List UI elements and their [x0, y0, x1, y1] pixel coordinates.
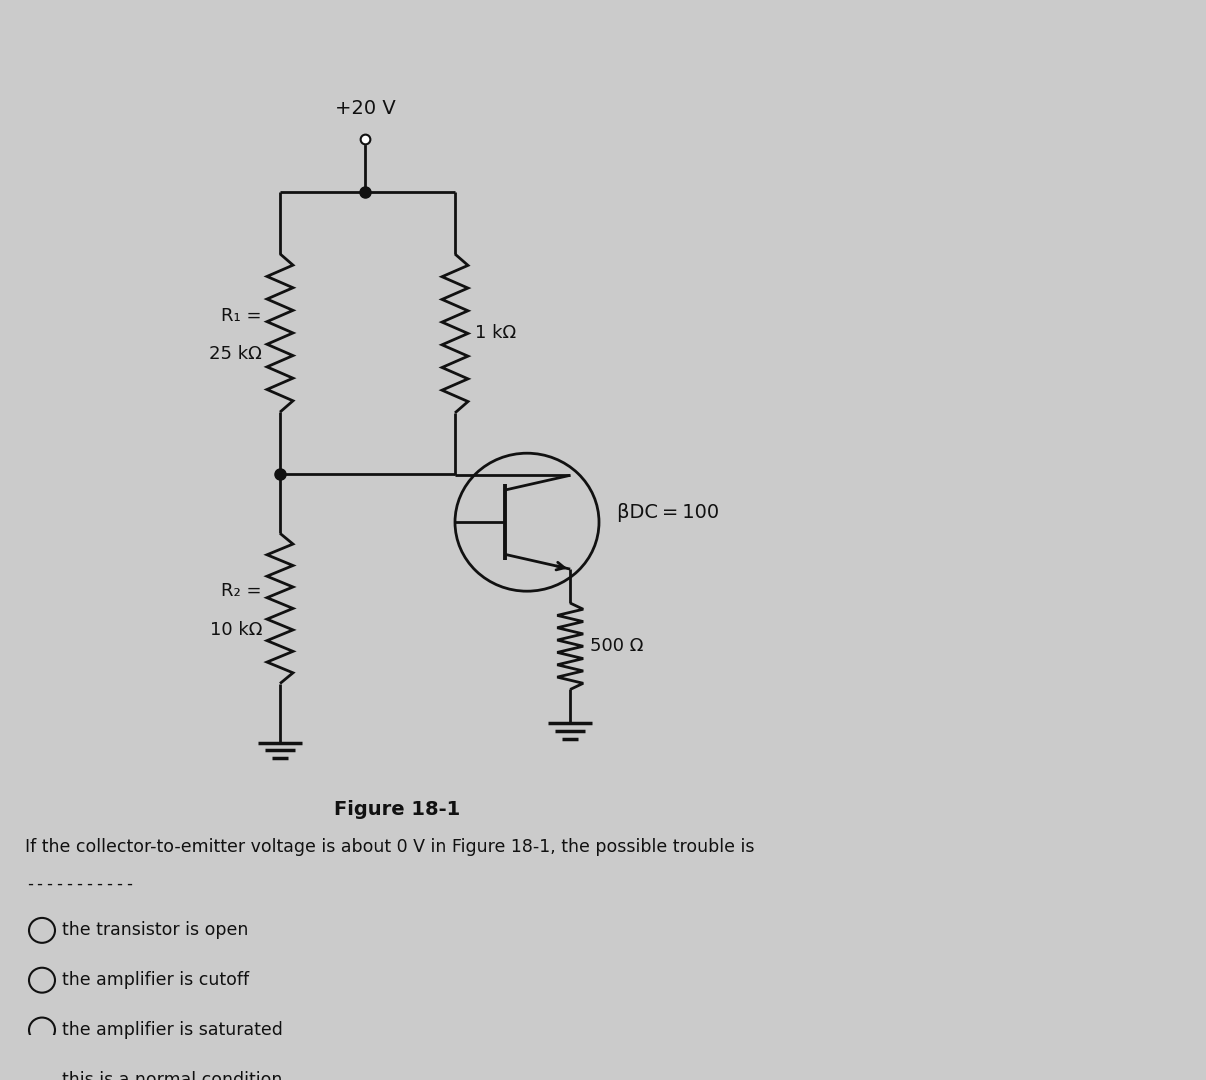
Text: R₁ =: R₁ =: [222, 307, 262, 325]
Text: 25 kΩ: 25 kΩ: [210, 345, 262, 363]
Text: 500 Ω: 500 Ω: [590, 637, 644, 656]
Text: If the collector-to-emitter voltage is about 0 V in Figure 18-1, the possible tr: If the collector-to-emitter voltage is a…: [25, 838, 755, 856]
Text: this is a normal condition: this is a normal condition: [62, 1071, 282, 1080]
Text: +20 V: +20 V: [334, 99, 396, 118]
Text: the amplifier is cutoff: the amplifier is cutoff: [62, 971, 250, 989]
Text: 10 kΩ: 10 kΩ: [210, 621, 262, 638]
Text: R₂ =: R₂ =: [222, 582, 262, 600]
Text: the amplifier is saturated: the amplifier is saturated: [62, 1021, 283, 1039]
Text: the transistor is open: the transistor is open: [62, 921, 248, 940]
Text: -----------: -----------: [25, 875, 135, 893]
Text: βDC = 100: βDC = 100: [617, 503, 719, 522]
Text: Figure 18-1: Figure 18-1: [334, 800, 461, 819]
Text: 1 kΩ: 1 kΩ: [475, 324, 516, 342]
